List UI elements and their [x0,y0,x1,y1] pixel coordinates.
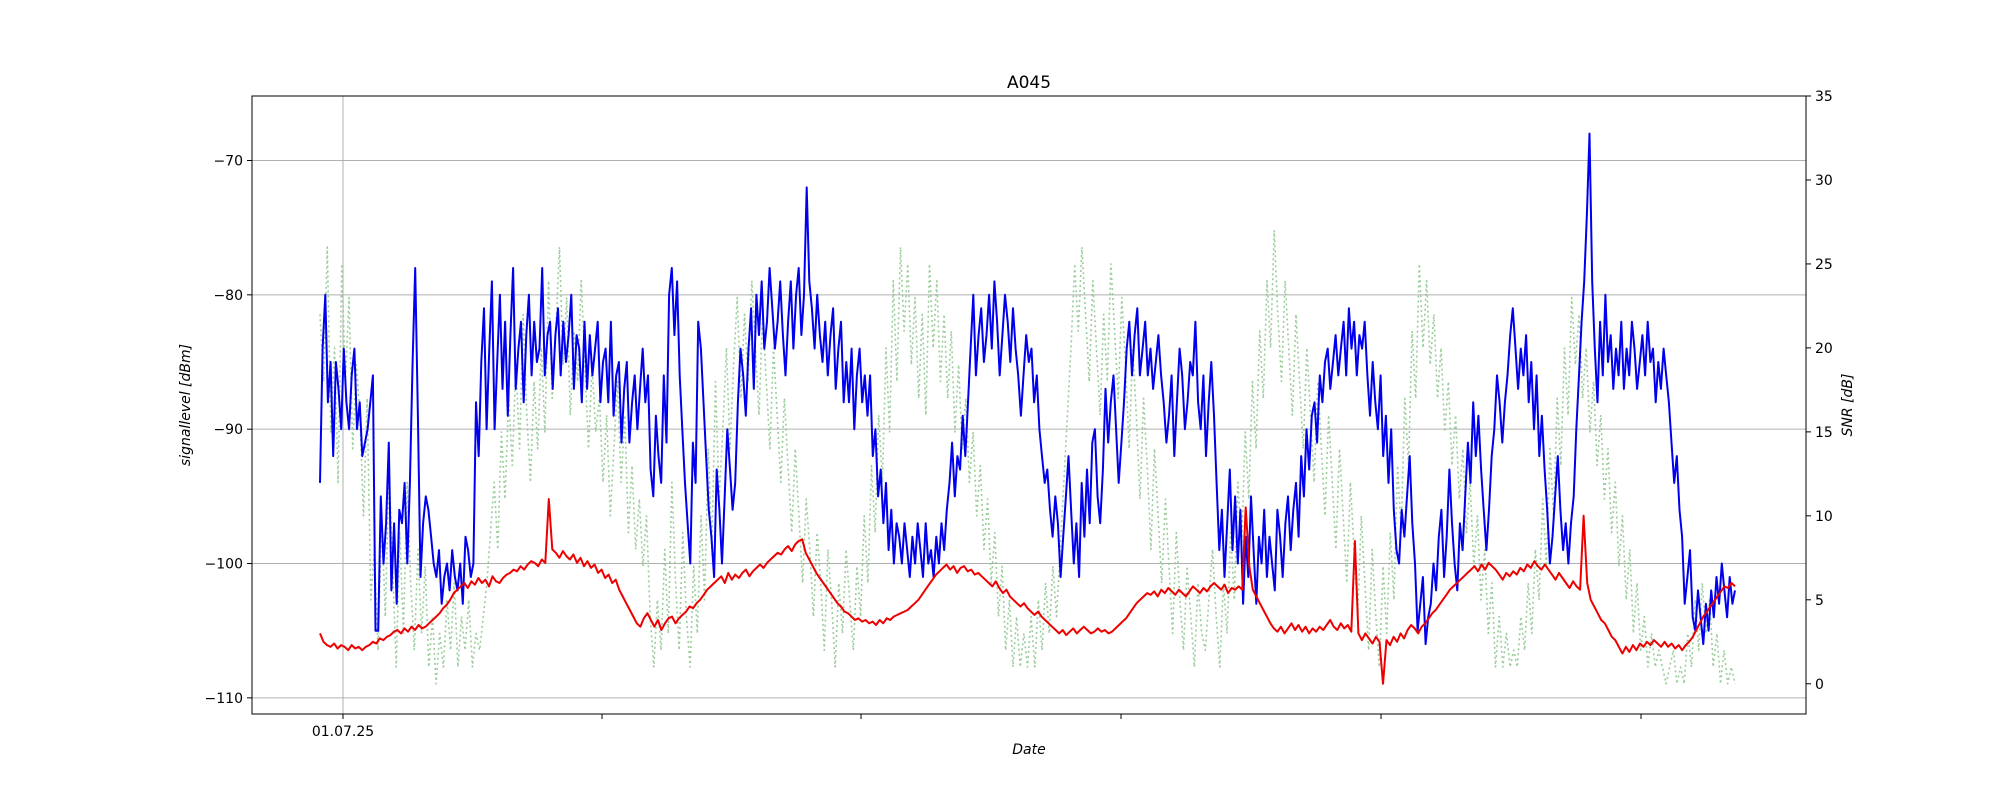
series-layer [319,132,1736,685]
chart-title: A045 [1007,73,1051,93]
y-left-tick-label: −80 [213,288,243,304]
signal-series-line [319,132,1736,646]
y-left-tick-label: −70 [213,153,243,169]
y-right-tick-label: 20 [1815,341,1833,357]
y-left-tick-label: −90 [213,422,243,438]
y-right-tick-label: 5 [1815,593,1824,609]
y-left-axis-title: signallevel [dBm] [178,344,194,466]
y-right-tick-label: 25 [1815,257,1833,273]
y-right-axis-title: SNR [dB] [1840,374,1856,437]
y-right-tick-label: 0 [1815,677,1824,693]
y-right-tick-label: 15 [1815,425,1833,441]
snr-series-line [319,498,1736,685]
y-right-tick-label: 35 [1815,89,1833,105]
y-right-tick-label: 30 [1815,173,1833,189]
ticks: −70 −80 −90 −100 −110 0 5 10 15 20 25 30 35 01.07.25 [205,89,1833,740]
aux-series-line [319,229,1736,685]
y-left-tick-label: −100 [205,557,243,573]
x-axis-title: Date [1012,742,1045,758]
x-tick-label: 01.07.25 [312,724,374,740]
y-right-tick-label: 10 [1815,509,1833,525]
plot-frame [251,95,1807,715]
grid [252,96,1806,714]
y-left-tick-label: −110 [205,691,243,707]
